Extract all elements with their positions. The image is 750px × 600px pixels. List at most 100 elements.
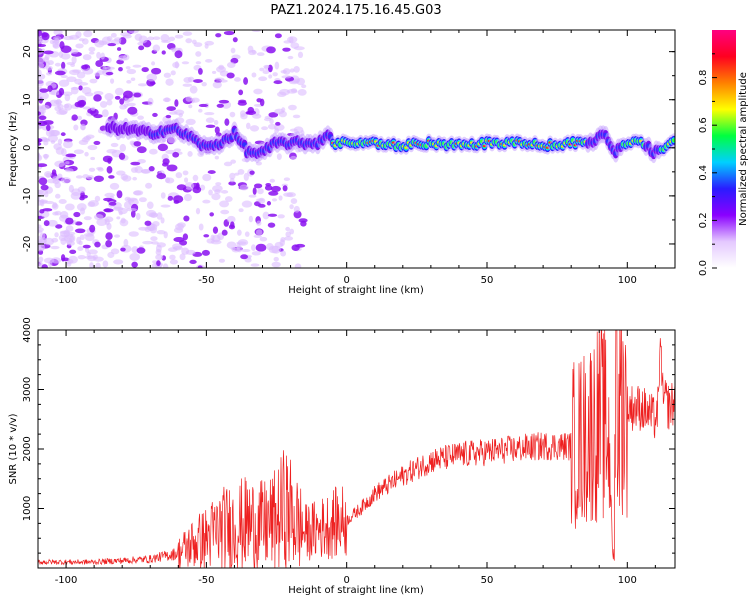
spectrogram-speckle	[46, 124, 51, 132]
spectrogram-speckle	[223, 30, 235, 36]
spectrogram-speckle	[38, 37, 42, 44]
spectrogram-speckle	[278, 195, 283, 201]
spectrogram-speckle	[150, 212, 158, 218]
spectrogram-speckle	[204, 112, 215, 116]
spectrogram-speckle	[38, 236, 43, 244]
spectrogram-speckle	[212, 81, 222, 89]
spectrogram-speckle	[78, 38, 85, 42]
spectrogram-speckle	[82, 244, 91, 249]
spectrogram-speckle	[93, 175, 104, 182]
spectrogram-speckle	[256, 98, 262, 103]
spectrogram-speckle	[174, 50, 183, 59]
spectrogram-speckle	[271, 198, 278, 202]
spectrogram-speckle	[46, 71, 52, 76]
spectrogram-speckle	[52, 211, 59, 216]
spectrogram-speckle	[94, 39, 105, 48]
spectrogram-speckle	[218, 258, 226, 263]
snr-xtick-label: -50	[198, 575, 214, 586]
spectrogram-speckle	[87, 249, 98, 255]
spectrogram-speckle	[193, 79, 203, 83]
spectrogram-speckle	[239, 110, 246, 118]
spectrogram-speckle	[152, 112, 158, 118]
spectrogram-speckle	[160, 204, 171, 208]
spectrogram-speckle	[281, 107, 286, 113]
spectrogram-speckle	[58, 234, 67, 242]
spectrogram-speckle	[59, 210, 69, 219]
spectrogram-speckle	[95, 60, 104, 67]
spectrogram-speckle	[131, 246, 139, 254]
spectrogram-speckle	[114, 37, 122, 42]
spectrogram-speckle	[193, 42, 203, 48]
spectrogram-speckle	[273, 80, 283, 85]
spectrogram-speckle	[263, 64, 270, 69]
spectrogram-speckle	[160, 217, 165, 224]
spectrogram-speckle	[214, 126, 220, 134]
spectrogram-speckle	[230, 159, 237, 164]
snr-xtick-label: -100	[55, 575, 78, 586]
spectrogram-speckle	[43, 220, 50, 227]
spectrogram-speckle	[75, 43, 84, 49]
spectrogram-speckle	[38, 138, 43, 143]
spectrogram-speckle	[93, 256, 104, 262]
spectrogram-speckle	[144, 220, 152, 226]
spectrogram-speckle	[155, 254, 164, 261]
spectrogram-speckle	[107, 43, 117, 47]
spectrogram-speckle	[269, 178, 275, 183]
spectrogram-speckle	[189, 259, 197, 264]
spectrogram-speckle	[55, 193, 61, 199]
spectrogram-speckle	[114, 87, 124, 96]
spectrogram-speckle	[38, 199, 44, 206]
spectrogram-speckle	[55, 98, 62, 107]
spectrogram-speckle	[104, 92, 114, 101]
spectrogram-speckle	[205, 117, 215, 123]
spectrogram-speckle	[87, 144, 98, 151]
spectrogram-speckle	[286, 192, 296, 198]
spectrogram-speckle	[102, 155, 113, 163]
spectrogram-speckle	[97, 167, 104, 172]
spectrogram-speckle	[287, 55, 294, 60]
spectrogram-speckle	[65, 161, 70, 165]
spectrogram-speckle	[124, 196, 131, 202]
spectrogram-speckle	[195, 61, 202, 65]
spectrogram-speckle	[283, 40, 292, 44]
spectrogram-speckle	[104, 208, 111, 213]
spectrogram-speckle	[134, 166, 143, 174]
spectrogram-speckle	[294, 263, 302, 268]
spectrogram-speckle	[156, 230, 166, 235]
spectrogram-speckle	[130, 210, 136, 218]
spectrogram-speckle	[96, 218, 108, 226]
spectrogram-speckle	[182, 83, 193, 87]
spectrogram-speckle	[38, 120, 48, 127]
spectrogram-speckle	[202, 199, 211, 204]
spectrogram-speckle	[48, 129, 60, 137]
spectrogram-speckle	[136, 146, 147, 154]
spectrogram-speckle	[126, 68, 137, 75]
spectrogram-speckle	[65, 217, 74, 225]
spectrogram-speckle	[138, 226, 148, 231]
spectrogram-speckle	[47, 134, 58, 143]
snr-ytick-label: 4000	[22, 317, 33, 342]
spectrogram-speckle	[161, 40, 171, 44]
spectrogram-speckle	[211, 193, 221, 201]
spectrogram-speckle	[76, 71, 86, 79]
spectrogram-speckle	[54, 160, 66, 168]
spectrogram-speckle	[116, 216, 121, 220]
spectrogram-speckle	[215, 33, 222, 38]
spectrogram-speckle	[183, 215, 190, 222]
spectrogram-speckle	[126, 80, 132, 84]
spectrogram-speckle	[212, 226, 219, 234]
spectrogram-speckle	[276, 153, 282, 161]
spectrogram-speckle	[246, 122, 251, 130]
colorbar-tick-label: 0.2	[698, 212, 709, 228]
spectrogram-speckle	[47, 85, 53, 92]
spectrogram-speckle	[114, 95, 121, 100]
spectrogram-speckle	[165, 177, 175, 184]
spectrogram-speckle	[137, 83, 148, 87]
snr-xtick-label: 100	[618, 575, 637, 586]
spectrogram-speckle	[169, 259, 179, 265]
spectrogram-speckle	[183, 193, 192, 202]
spectrogram-ridge-inner	[671, 138, 675, 143]
spectrogram-speckle	[293, 46, 305, 51]
spectrogram-speckle	[113, 259, 124, 265]
spectrogram-speckle	[52, 40, 59, 48]
